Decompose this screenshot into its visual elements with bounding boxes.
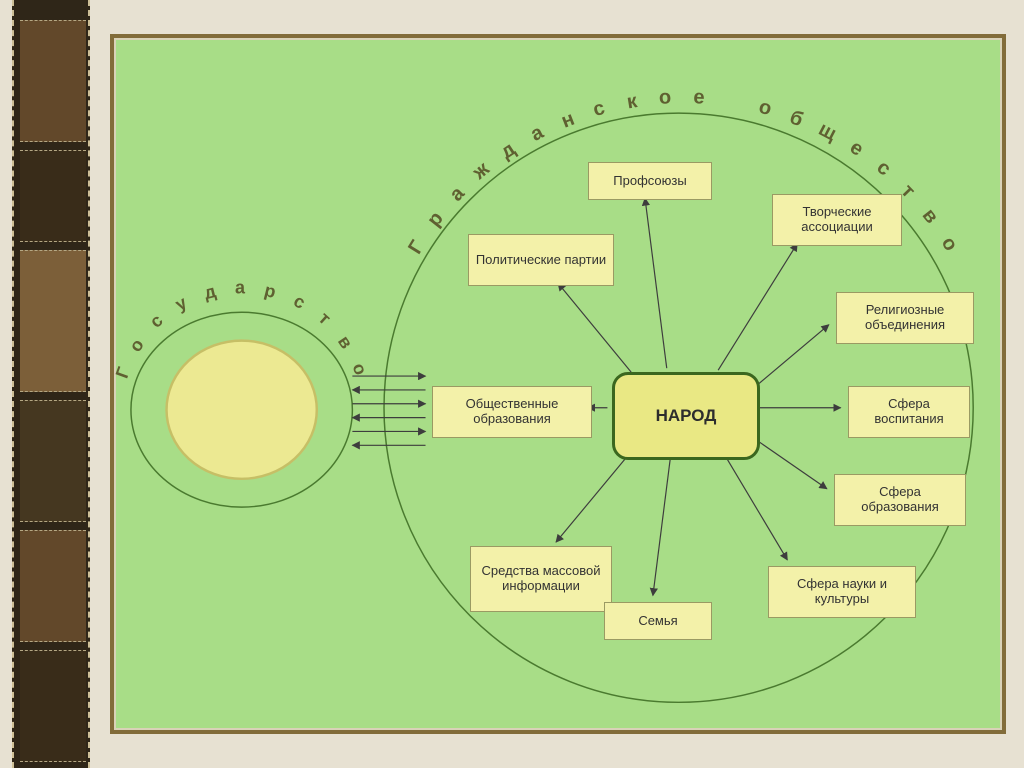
box-science: Сфера науки и культуры bbox=[768, 566, 916, 618]
box-unions: Профсоюзы bbox=[588, 162, 712, 200]
box-education: Сфера образования bbox=[834, 474, 966, 526]
box-religious: Религиозные объединения bbox=[836, 292, 974, 344]
decorative-sidebar bbox=[12, 0, 90, 768]
people-center-node: НАРОД bbox=[612, 372, 760, 460]
box-family: Семья bbox=[604, 602, 712, 640]
page-root: Государственная власть НАРОД ПрофсоюзыТв… bbox=[0, 0, 1024, 768]
box-media: Средства массовой информации bbox=[470, 546, 612, 612]
box-creative: Творческие ассоциации bbox=[772, 194, 902, 246]
box-upbringing: Сфера воспитания bbox=[848, 386, 970, 438]
box-public_edu: Общественные образования bbox=[432, 386, 592, 438]
civil-society-arc-label: Гражданское общество bbox=[114, 38, 1002, 730]
box-parties: Политические партии bbox=[468, 234, 614, 286]
slide-frame: Государственная власть НАРОД ПрофсоюзыТв… bbox=[110, 34, 1006, 734]
